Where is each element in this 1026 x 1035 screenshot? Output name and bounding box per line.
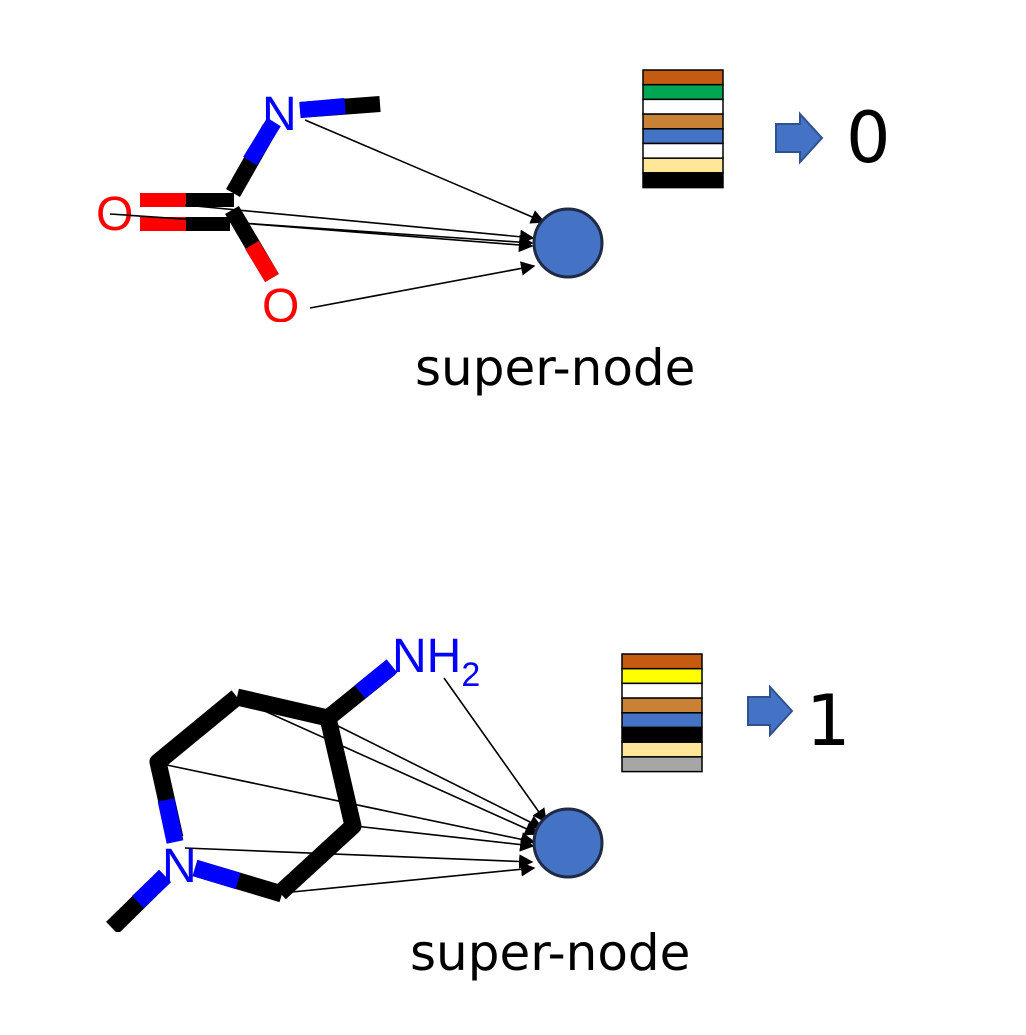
arrow [304,119,546,224]
message-arrows-top [109,119,546,309]
feature-vector-bottom [621,653,703,773]
bond-c-nh2-blue [354,659,398,699]
feature-cell [621,741,703,758]
arrow [239,699,540,836]
feature-vector-top [642,69,724,189]
bond-n-methyl-blue [299,98,346,118]
feature-cell [642,69,724,86]
arrow [309,261,536,309]
atom-n-top: N [262,88,297,141]
output-arrow-icon [747,684,794,738]
arrow [109,213,534,250]
feature-cell [642,128,724,145]
bond-n-methyl-bottom-blue [132,869,171,909]
ring-bonds [235,688,362,900]
output-arrow-icon [775,111,824,165]
feature-cell [621,653,703,670]
bond-c-o-single-red [245,240,279,283]
molecule-fragment-top: N O O [0,70,400,342]
feature-cell [642,113,724,130]
feature-cell [621,697,703,714]
panel-bottom: NH2 N super-node 1 [90,630,851,982]
arrow [281,862,536,894]
feature-cell [621,712,703,729]
message-arrows-bottom [161,677,547,894]
arrow [227,221,534,253]
feature-cell [642,157,724,174]
super-node-top [532,207,604,279]
arrow [184,847,534,869]
super-node-caption-bottom: super-node [410,924,690,982]
feature-cell [642,98,724,115]
bond-ring-n-blue-left [157,798,184,844]
atom-nh2: NH2 [392,630,480,694]
molecule-fragment-bottom: NH2 N [90,630,480,952]
bond-n-c-blue [243,117,281,166]
feature-cell [621,756,703,773]
super-node-caption-top: super-node [415,339,695,397]
output-value-top: 0 [846,97,891,179]
feature-cell [621,726,703,743]
super-node-bottom [532,807,604,879]
bond-n-ring-right-blue [192,859,241,890]
output-value-bottom: 1 [806,680,851,762]
feature-cell [621,682,703,699]
arrow [161,763,536,847]
feature-cell [642,172,724,189]
arrow [329,721,544,829]
feature-cell [621,667,703,685]
arrow [184,204,535,244]
arrow [354,825,535,852]
feature-cell [642,142,724,159]
arrow [443,677,547,824]
feature-cell [642,83,724,101]
panel-top: N O O super-node 0 [0,69,891,397]
